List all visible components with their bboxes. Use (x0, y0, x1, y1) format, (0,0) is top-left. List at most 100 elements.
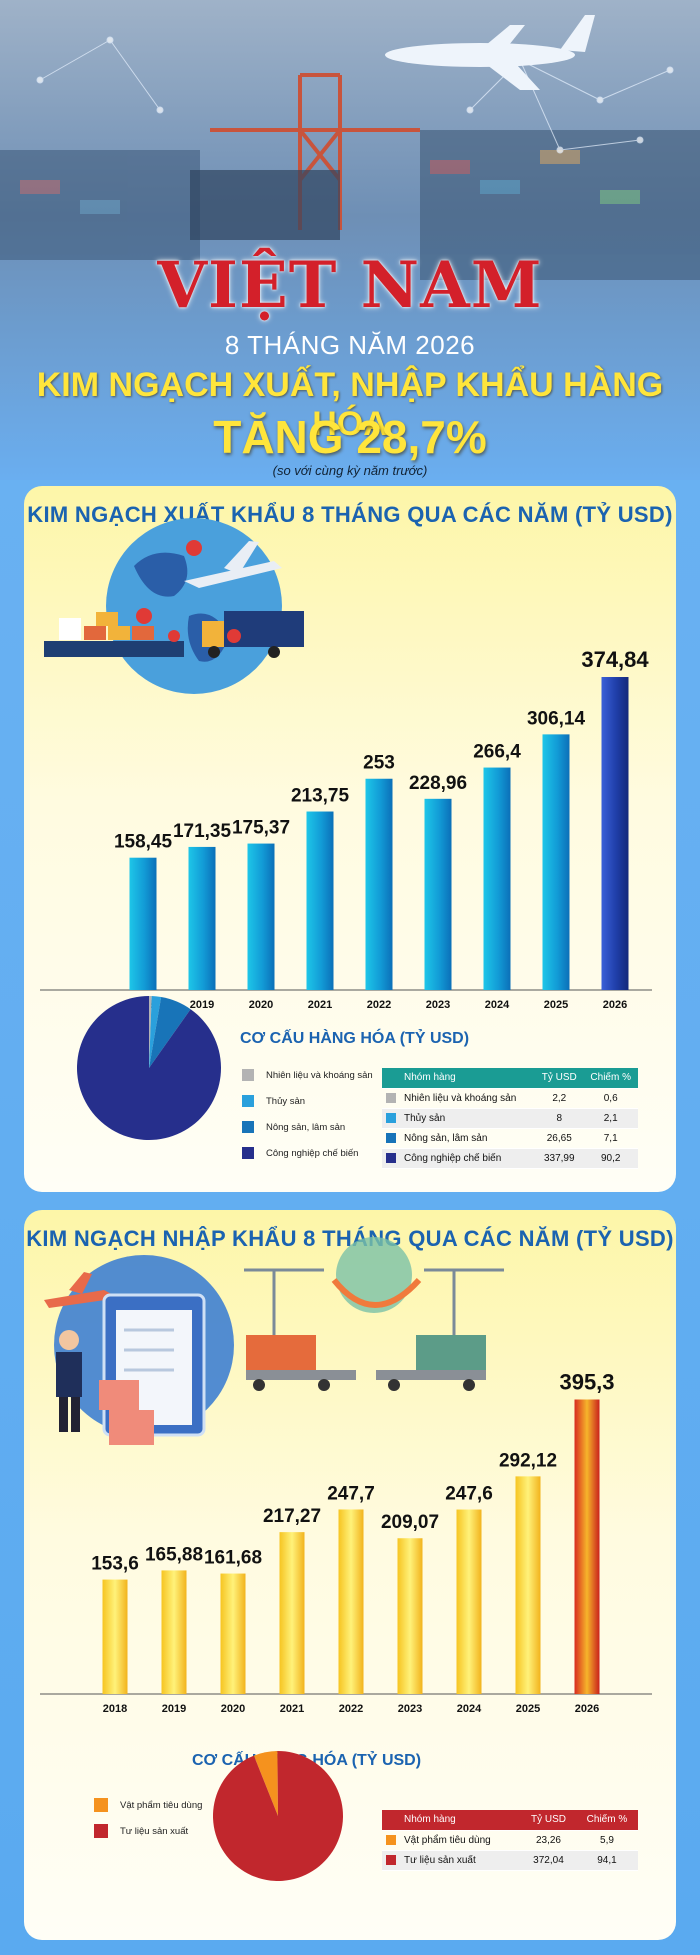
table-row: Nhiên liệu và khoáng sản 2,2 0,6 (382, 1088, 638, 1109)
row-pct: 2,1 (583, 1108, 638, 1129)
bar-value-label: 153,6 (91, 1554, 139, 1575)
legend-label: Nông sản, lâm sản (266, 1121, 346, 1133)
x-tick-label: 2021 (308, 999, 332, 1011)
bar-value-label: 217,27 (263, 1506, 321, 1527)
row-swatch (386, 1152, 396, 1163)
legend-label: Vật phẩm tiêu dùng (120, 1799, 203, 1811)
import-panel: KIM NGẠCH NHẬP KHẨU 8 THÁNG QUA CÁC NĂM … (24, 1210, 676, 1940)
x-tick-label: 2026 (575, 1703, 599, 1715)
bar-value-label: 253 (363, 753, 395, 774)
row-value: 372,04 (521, 1850, 576, 1871)
bar-value-label: 266,4 (473, 742, 521, 763)
table-header: Tỷ USD (521, 1810, 576, 1831)
table-header-row: Nhóm hàng Tỷ USD Chiếm % (382, 1068, 638, 1089)
export-structure-title: CƠ CẤU HÀNG HÓA (TỶ USD) (240, 1030, 470, 1047)
bar (102, 1579, 128, 1694)
bar-value-label: 374,84 (581, 647, 649, 672)
x-tick-label: 2021 (280, 1703, 304, 1715)
bar (542, 734, 570, 990)
import-structure-table: Nhóm hàng Tỷ USD Chiếm % Vật phẩm tiêu d… (382, 1810, 638, 1871)
bar (247, 843, 275, 990)
table-header: Nhóm hàng (400, 1810, 522, 1831)
legend-swatch (242, 1121, 254, 1133)
row-swatch (386, 1092, 396, 1103)
x-tick-label: 2018 (131, 999, 155, 1011)
bar-value-label: 158,45 (114, 832, 173, 853)
x-tick-label: 2022 (367, 999, 391, 1011)
globe-logistics-illustration (44, 518, 304, 694)
airplane-icon (385, 15, 595, 90)
x-tick-label: 2020 (249, 999, 273, 1011)
bar (306, 811, 334, 990)
x-tick-label: 2026 (603, 999, 627, 1011)
bar (279, 1532, 305, 1694)
bar-value-label: 292,12 (499, 1450, 557, 1471)
port-illustration (0, 0, 700, 480)
table-header: Chiếm % (575, 1810, 638, 1831)
bar (338, 1509, 364, 1694)
row-pct: 90,2 (583, 1148, 638, 1169)
import-bar-chart: 153,6 2018 165,88 2019 161,68 2020 217,27 2021 2… (40, 1237, 652, 1715)
row-pct: 94,1 (575, 1850, 638, 1871)
row-name: Nông sản, lâm sản (400, 1128, 536, 1149)
x-tick-label: 2022 (339, 1703, 363, 1715)
bar (601, 677, 629, 990)
legend-label: Nhiên liệu và khoáng sản (266, 1069, 373, 1081)
x-tick-label: 2023 (398, 1703, 422, 1715)
bar (483, 767, 511, 990)
row-name: Vật phẩm tiêu dùng (400, 1830, 522, 1851)
table-row: Tư liệu sản xuất 372,04 94,1 (382, 1850, 638, 1871)
table-header: Tỷ USD (535, 1068, 584, 1089)
bar (161, 1570, 187, 1694)
bar-value-label: 165,88 (145, 1544, 203, 1565)
bar (424, 798, 452, 990)
legend-label: Tư liệu sản xuất (120, 1825, 189, 1837)
bar (515, 1476, 541, 1694)
x-tick-label: 2025 (516, 1703, 540, 1715)
bar-value-label: 175,37 (232, 818, 290, 839)
hero-title: VIỆT NAM (157, 248, 543, 323)
table-header: Chiếm % (583, 1068, 638, 1089)
row-swatch (386, 1112, 396, 1123)
row-value: 337,99 (535, 1148, 584, 1169)
legend-item: Thủy sản (242, 1088, 373, 1114)
bar-value-label: 306,14 (527, 708, 586, 729)
hero-subtitle: 8 THÁNG NĂM 2026 (224, 330, 476, 360)
bar (397, 1538, 423, 1694)
import-legend: Vật phẩm tiêu dùng Tư liệu sản xuất (94, 1792, 202, 1844)
export-panel: KIM NGẠCH XUẤT KHẨU 8 THÁNG QUA CÁC NĂM … (24, 486, 676, 1192)
row-pct: 5,9 (575, 1830, 638, 1851)
bar (220, 1573, 246, 1694)
export-structure-table: Nhóm hàng Tỷ USD Chiếm % Nhiên liệu và k… (382, 1068, 638, 1169)
row-swatch (386, 1834, 396, 1845)
table-row: Công nghiệp chế biến 337,99 90,2 (382, 1148, 638, 1169)
bar-value-label: 209,07 (381, 1512, 439, 1533)
row-value: 2,2 (535, 1088, 584, 1109)
bar (574, 1399, 600, 1694)
x-tick-label: 2020 (221, 1703, 245, 1715)
bar-value-label: 395,3 (559, 1370, 614, 1395)
hero-headline: KIM NGẠCH XUẤT, NHẬP KHẨU HÀNG HÓA (36, 366, 664, 443)
hero-note: (so với cùng kỳ năm trước) (272, 463, 428, 478)
bar (188, 846, 216, 990)
row-swatch (386, 1132, 396, 1143)
x-tick-label: 2019 (162, 1703, 186, 1715)
legend-swatch (242, 1095, 254, 1107)
legend-item: Vật phẩm tiêu dùng (94, 1792, 202, 1818)
x-tick-label: 2024 (485, 999, 510, 1011)
row-value: 23,26 (521, 1830, 576, 1851)
hero-growth: TĂNG 28,7% (213, 411, 487, 463)
bar-value-label: 247,7 (327, 1483, 375, 1504)
bar-value-label: 171,35 (173, 821, 232, 842)
table-row: Vật phẩm tiêu dùng 23,26 5,9 (382, 1830, 638, 1851)
table-header: Nhóm hàng (400, 1068, 536, 1089)
row-value: 8 (535, 1108, 584, 1129)
legend-swatch (94, 1798, 108, 1812)
hero-banner: VIỆT NAM 8 THÁNG NĂM 2026 KIM NGẠCH XUẤT… (0, 0, 700, 480)
legend-label: Công nghiệp chế biến (266, 1147, 359, 1159)
bar-value-label: 228,96 (409, 773, 467, 794)
table-row: Nông sản, lâm sản 26,65 7,1 (382, 1128, 638, 1149)
row-value: 26,65 (535, 1128, 584, 1149)
legend-swatch (94, 1824, 108, 1838)
row-name: Nhiên liệu và khoáng sản (400, 1088, 536, 1109)
